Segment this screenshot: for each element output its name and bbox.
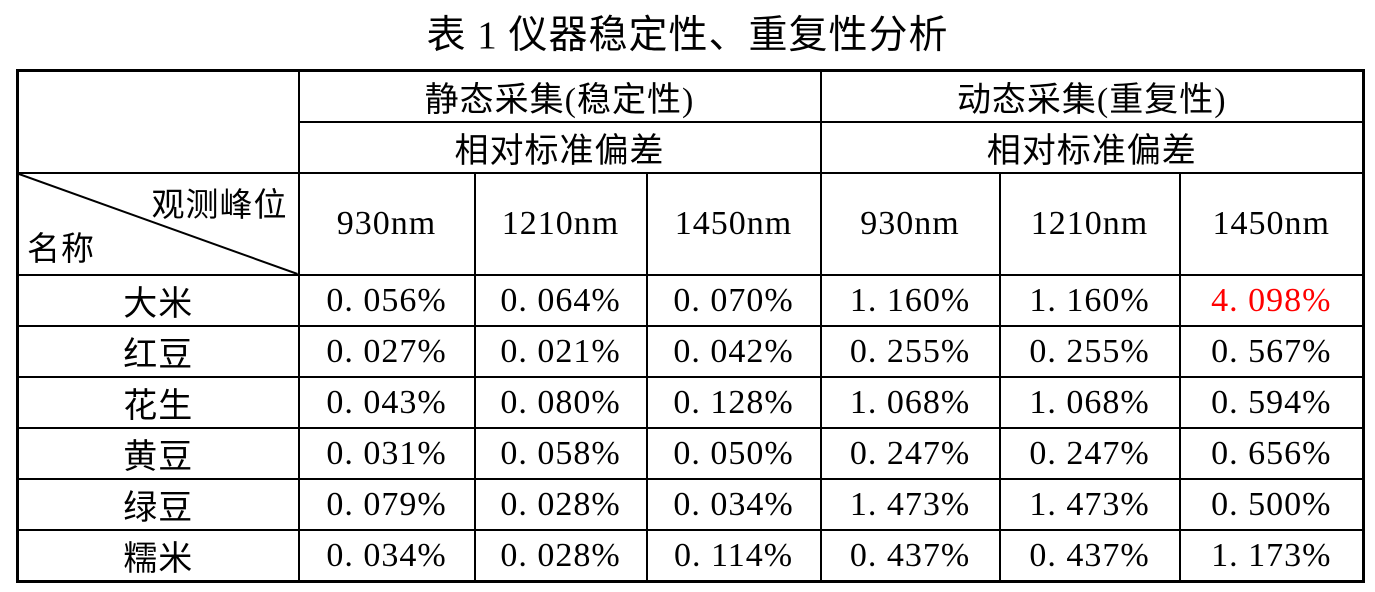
corner-header-cell: 观测峰位 名称	[16, 172, 300, 276]
table-row-soybean: 黄豆 0. 031% 0. 058% 0. 050% 0. 247% 0. 24…	[16, 427, 1365, 480]
value-cell: 0. 031%	[297, 427, 476, 480]
corner-label-peak-position: 观测峰位	[151, 188, 288, 224]
value-cell: 1. 173%	[1178, 529, 1365, 583]
table-row-rice: 大米 0. 056% 0. 064% 0. 070% 1. 160% 1. 16…	[16, 274, 1365, 327]
value-cell: 0. 128%	[645, 376, 822, 429]
value-cell: 1. 160%	[819, 274, 1001, 327]
value-cell: 0. 656%	[1178, 427, 1365, 480]
wavelength-header-static-1210: 1210nm	[473, 172, 648, 276]
row-name-cell: 绿豆	[16, 478, 300, 531]
value-cell: 0. 034%	[645, 478, 822, 531]
value-cell: 1. 160%	[998, 274, 1181, 327]
row-name-cell: 花生	[16, 376, 300, 429]
value-cell: 0. 114%	[645, 529, 822, 583]
value-cell: 0. 255%	[819, 325, 1001, 378]
value-cell-highlighted: 4. 098%	[1178, 274, 1365, 327]
wavelength-header-dynamic-1450: 1450nm	[1178, 172, 1365, 276]
table-row-glutinous-rice: 糯米 0. 034% 0. 028% 0. 114% 0. 437% 0. 43…	[16, 529, 1365, 583]
wavelength-header-static-1450: 1450nm	[645, 172, 822, 276]
dynamic-section-header: 动态采集(重复性)	[819, 69, 1365, 123]
table-row-peanut: 花生 0. 043% 0. 080% 0. 128% 1. 068% 1. 06…	[16, 376, 1365, 429]
empty-corner-cell	[16, 69, 300, 174]
row-name-cell: 糯米	[16, 529, 300, 583]
value-cell: 0. 500%	[1178, 478, 1365, 531]
value-cell: 0. 028%	[473, 478, 648, 531]
value-cell: 0. 021%	[473, 325, 648, 378]
value-cell: 0. 056%	[297, 274, 476, 327]
row-name-cell: 红豆	[16, 325, 300, 378]
value-cell: 0. 080%	[473, 376, 648, 429]
value-cell: 1. 473%	[819, 478, 1001, 531]
value-cell: 1. 473%	[998, 478, 1181, 531]
section-header-row: 静态采集(稳定性) 动态采集(重复性)	[16, 69, 1365, 174]
value-cell: 0. 079%	[297, 478, 476, 531]
table-row-mung-bean: 绿豆 0. 079% 0. 028% 0. 034% 1. 473% 1. 47…	[16, 478, 1365, 531]
value-cell: 0. 437%	[998, 529, 1181, 583]
value-cell: 0. 567%	[1178, 325, 1365, 378]
wavelength-header-static-930: 930nm	[297, 172, 476, 276]
value-cell: 1. 068%	[819, 376, 1001, 429]
value-cell: 0. 050%	[645, 427, 822, 480]
value-cell: 0. 043%	[297, 376, 476, 429]
static-section-header: 静态采集(稳定性)	[297, 69, 822, 123]
value-cell: 0. 255%	[998, 325, 1181, 378]
rsd-header-row: 相对标准偏差 相对标准偏差	[18, 121, 1365, 174]
value-cell: 1. 068%	[998, 376, 1181, 429]
value-cell: 0. 064%	[473, 274, 648, 327]
value-cell: 0. 070%	[645, 274, 822, 327]
table-title: 表 1 仪器稳定性、重复性分析	[426, 14, 949, 57]
wavelength-header-dynamic-930: 930nm	[819, 172, 1001, 276]
diagonal-divider-line	[19, 174, 298, 274]
row-name-cell: 黄豆	[16, 427, 300, 480]
value-cell: 0. 437%	[819, 529, 1001, 583]
value-cell: 0. 034%	[297, 529, 476, 583]
value-cell: 0. 027%	[297, 325, 476, 378]
corner-label-name: 名称	[27, 232, 95, 268]
dynamic-rsd-header: 相对标准偏差	[819, 121, 1365, 174]
row-name-cell: 大米	[16, 274, 300, 327]
value-cell: 0. 247%	[998, 427, 1181, 480]
table-row-red-bean: 红豆 0. 027% 0. 021% 0. 042% 0. 255% 0. 25…	[16, 325, 1365, 378]
value-cell: 0. 058%	[473, 427, 648, 480]
value-cell: 0. 042%	[645, 325, 822, 378]
wavelength-header-row: 观测峰位 名称 930nm 1210nm 1450nm 930nm 1210nm…	[16, 172, 1365, 276]
wavelength-header-dynamic-1210: 1210nm	[998, 172, 1181, 276]
value-cell: 0. 594%	[1178, 376, 1365, 429]
value-cell: 0. 028%	[473, 529, 648, 583]
value-cell: 0. 247%	[819, 427, 1001, 480]
analysis-table: 静态采集(稳定性) 动态采集(重复性) 相对标准偏差 相对标准偏差 观测峰位 名…	[16, 69, 1366, 583]
static-rsd-header: 相对标准偏差	[297, 121, 822, 174]
